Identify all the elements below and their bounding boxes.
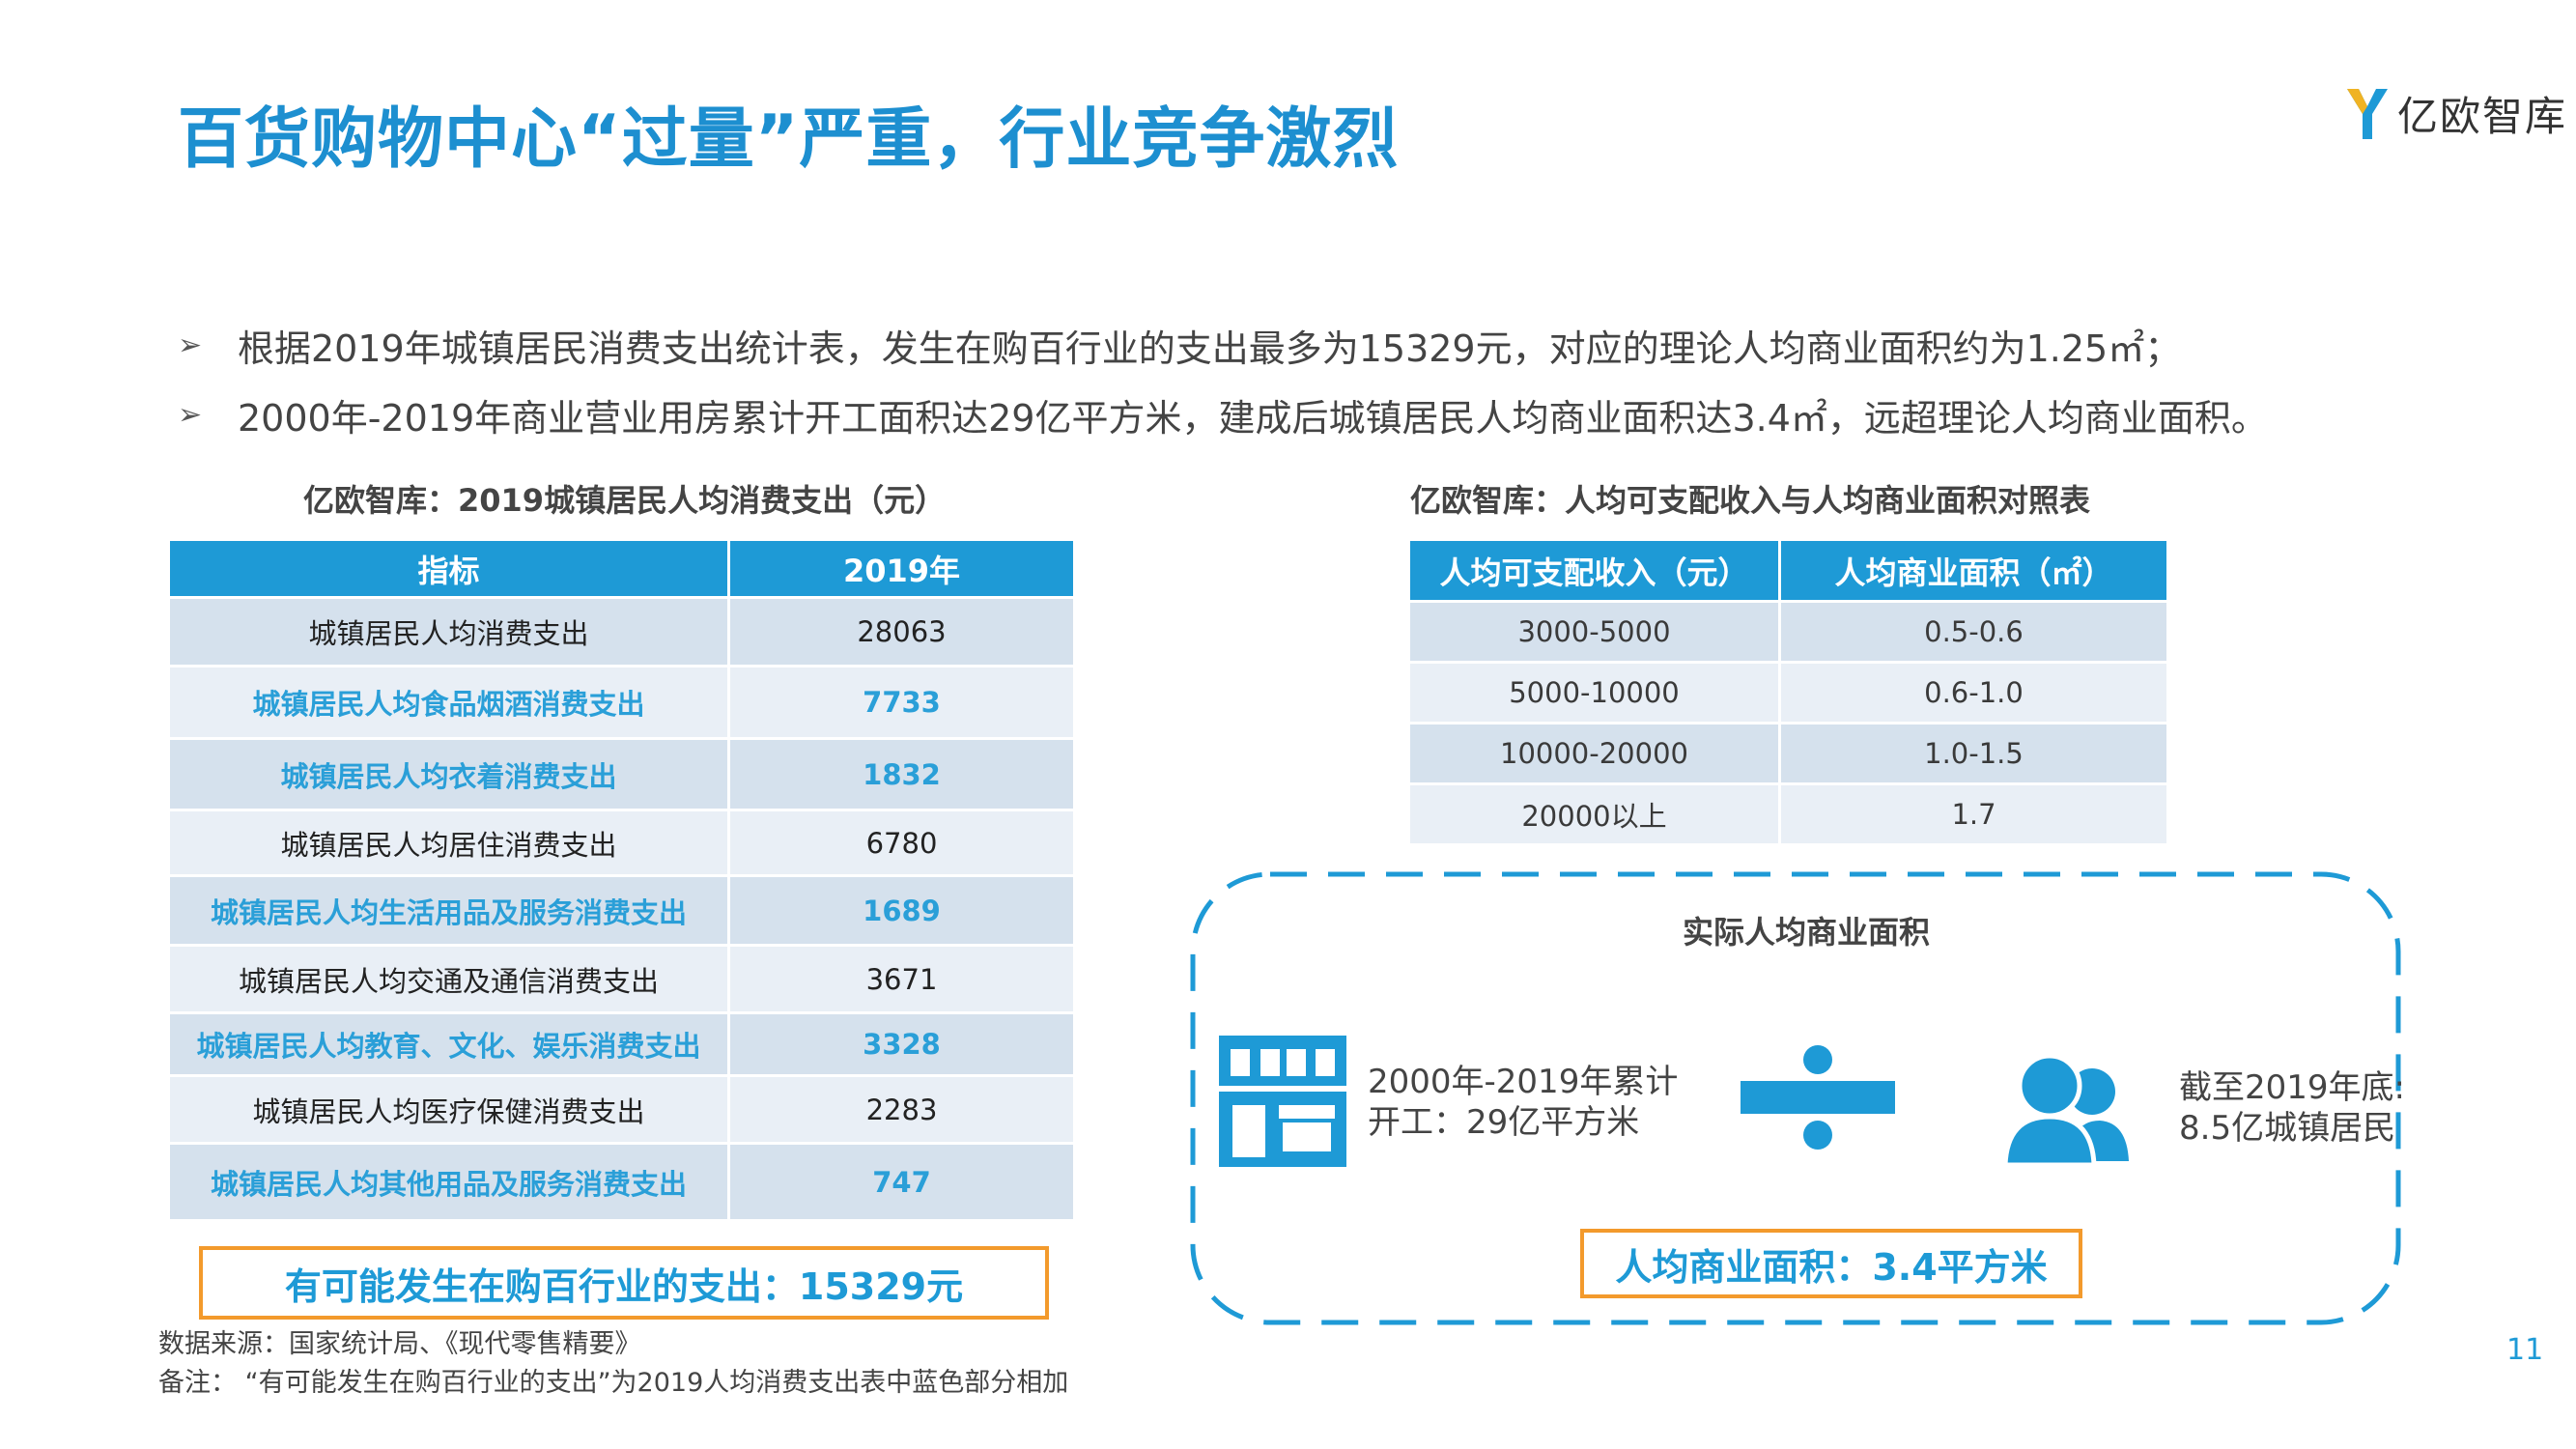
row-label: 城镇居民人均食品烟酒消费支出: [170, 668, 730, 740]
income-area-table: 人均可支配收入（元） 人均商业面积（㎡） 3000-5000 0.5-0.6 5…: [1410, 541, 2169, 846]
row-value: 2283: [730, 1077, 1076, 1145]
table1-title: 亿欧智库：2019城镇居民人均消费支出（元）: [303, 482, 947, 519]
row-label: 城镇居民人均消费支出: [170, 599, 730, 668]
table-row: 城镇居民人均交通及通信消费支出 3671: [170, 947, 1076, 1014]
row-value: 747: [730, 1145, 1076, 1222]
table2-title: 亿欧智库：人均可支配收入与人均商业面积对照表: [1410, 482, 2091, 519]
bullet-item: ➢ 根据2019年城镇居民消费支出统计表，发生在购百行业的支出最多为15329元…: [178, 319, 2181, 372]
people-icon: [2003, 1053, 2129, 1167]
arrow-bullet-icon: ➢: [178, 328, 203, 362]
row-label: 城镇居民人均居住消费支出: [170, 811, 730, 877]
formula-panel: [1190, 871, 2401, 1325]
bullet-text: 根据2019年城镇居民消费支出统计表，发生在购百行业的支出最多为15329元，对…: [238, 327, 2182, 370]
formula-title: 实际人均商业面积: [1683, 914, 1931, 951]
row-income: 5000-10000: [1410, 664, 1781, 724]
row-value: 6780: [730, 811, 1076, 877]
row-area: 0.5-0.6: [1781, 603, 2169, 664]
table-row: 10000-20000 1.0-1.5: [1410, 724, 2169, 785]
table-row: 城镇居民人均衣着消费支出 1832: [170, 740, 1076, 811]
table-row: 城镇居民人均居住消费支出 6780: [170, 811, 1076, 877]
table2-header-income: 人均可支配收入（元）: [1410, 541, 1781, 603]
table-row: 城镇居民人均生活用品及服务消费支出 1689: [170, 877, 1076, 947]
table1-header-indicator: 指标: [170, 541, 730, 599]
divide-icon: [1741, 1045, 1895, 1150]
row-area: 1.0-1.5: [1781, 724, 2169, 785]
row-label: 城镇居民人均生活用品及服务消费支出: [170, 877, 730, 947]
table-row: 5000-10000 0.6-1.0: [1410, 664, 2169, 724]
table-row: 城镇居民人均消费支出 28063: [170, 599, 1076, 668]
table-row: 20000以上 1.7: [1410, 785, 2169, 846]
footnote: 备注： “有可能发生在购百行业的支出”为2019人均消费支出表中蓝色部分相加: [158, 1368, 1069, 1398]
dashed-border: [1190, 871, 2401, 1325]
table2-header-area: 人均商业面积（㎡）: [1781, 541, 2169, 603]
row-area: 1.7: [1781, 785, 2169, 846]
row-value: 7733: [730, 668, 1076, 740]
row-label: 城镇居民人均教育、文化、娱乐消费支出: [170, 1014, 730, 1077]
consumption-table: 指标 2019年 城镇居民人均消费支出 28063 城镇居民人均食品烟酒消费支出…: [170, 541, 1076, 1222]
result-box: 人均商业面积：3.4平方米: [1580, 1229, 2082, 1298]
row-value: 3671: [730, 947, 1076, 1014]
table-row: 城镇居民人均医疗保健消费支出 2283: [170, 1077, 1076, 1145]
row-income: 3000-5000: [1410, 603, 1781, 664]
row-label: 城镇居民人均医疗保健消费支出: [170, 1077, 730, 1145]
table-row: 城镇居民人均其他用品及服务消费支出 747: [170, 1145, 1076, 1222]
data-source: 数据来源：国家统计局、《现代零售精要》: [158, 1329, 641, 1359]
total-spending-summary: 有可能发生在购百行业的支出：15329元: [199, 1246, 1049, 1320]
table-row: 城镇居民人均教育、文化、娱乐消费支出 3328: [170, 1014, 1076, 1077]
row-income: 20000以上: [1410, 785, 1781, 846]
brand-logo: 亿欧智库: [2345, 83, 2567, 143]
table-row: 3000-5000 0.5-0.6: [1410, 603, 2169, 664]
row-label: 城镇居民人均衣着消费支出: [170, 740, 730, 811]
row-label: 城镇居民人均交通及通信消费支出: [170, 947, 730, 1014]
row-value: 28063: [730, 599, 1076, 668]
left-text-line1: 2000年-2019年累计: [1368, 1063, 1679, 1101]
page-number: 11: [2506, 1333, 2544, 1367]
page-title: 百货购物中心“过量”严重，行业竞争激烈: [178, 101, 1400, 178]
bullet-text: 2000年-2019年商业营业用房累计开工面积达29亿平方米，建成后城镇居民人均…: [238, 397, 2268, 440]
arrow-bullet-icon: ➢: [178, 398, 203, 432]
row-income: 10000-20000: [1410, 724, 1781, 785]
bullet-item: ➢ 2000年-2019年商业营业用房累计开工面积达29亿平方米，建成后城镇居民…: [178, 388, 2268, 441]
row-value: 1689: [730, 877, 1076, 947]
right-text-line1: 截至2019年底:: [2179, 1068, 2405, 1107]
left-text-line2: 开工：29亿平方米: [1368, 1103, 1640, 1142]
right-text-line2: 8.5亿城镇居民: [2179, 1109, 2396, 1148]
logo-text: 亿欧智库: [2397, 92, 2568, 140]
table-row: 城镇居民人均食品烟酒消费支出 7733: [170, 668, 1076, 740]
row-value: 3328: [730, 1014, 1076, 1077]
table1-header-year: 2019年: [730, 541, 1076, 599]
row-value: 1832: [730, 740, 1076, 811]
yiou-logo-icon: [2347, 89, 2388, 139]
row-area: 0.6-1.0: [1781, 664, 2169, 724]
row-label: 城镇居民人均其他用品及服务消费支出: [170, 1145, 730, 1222]
building-icon: [1219, 1036, 1346, 1167]
